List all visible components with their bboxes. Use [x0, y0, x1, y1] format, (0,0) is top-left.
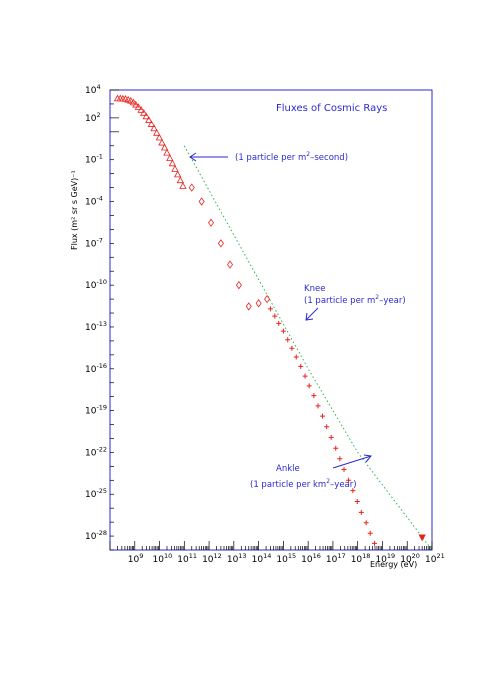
y-tick-label: 10-22	[85, 445, 107, 458]
data-point	[276, 320, 282, 326]
x-tick-label: 1017	[326, 552, 346, 565]
x-tick-label: 1018	[351, 552, 371, 565]
data-point	[311, 393, 317, 399]
data-point	[358, 509, 364, 515]
data-point	[155, 133, 163, 141]
data-point	[163, 148, 171, 156]
data-point	[354, 499, 360, 505]
x-tick-label: 1011	[177, 552, 197, 565]
data-point	[179, 182, 187, 189]
data-point	[333, 445, 339, 451]
data-point	[208, 218, 215, 227]
annotation-one-per-m2-second: (1 particle per m2–second)	[189, 151, 348, 163]
annotation-text: Knee	[304, 284, 325, 294]
x-tick-label: 109	[128, 552, 144, 565]
y-tick-label: 10-7	[85, 236, 103, 249]
y-tick-label: 10-19	[85, 404, 107, 417]
data-point	[272, 313, 278, 319]
y-tick-label: 10-25	[85, 487, 107, 500]
x-tick-label: 1012	[202, 552, 222, 565]
data-point	[315, 403, 321, 409]
y-tick-label: 10-10	[85, 278, 107, 291]
data-point	[235, 280, 242, 290]
data-point	[363, 520, 369, 526]
y-tick-label: 10-13	[85, 320, 107, 333]
data-point	[158, 138, 166, 146]
data-point	[166, 154, 174, 162]
x-axis-title: Energy (eV)	[370, 560, 417, 569]
x-tick-label: 1020	[400, 552, 420, 565]
data-point	[150, 124, 158, 132]
x-tick-label: 1019	[375, 552, 395, 565]
data-point	[147, 120, 156, 127]
x-tick-label: 1010	[153, 552, 173, 565]
data-point	[289, 345, 295, 351]
x-tick-label: 1014	[252, 552, 272, 565]
data-point	[160, 143, 169, 151]
data-point	[134, 103, 143, 110]
data-point	[285, 337, 291, 343]
data-point	[324, 424, 330, 430]
annotation-text: Ankle	[276, 464, 300, 474]
x-axis-ticks	[109, 541, 433, 550]
data-point	[293, 354, 299, 360]
data-point	[255, 299, 262, 308]
data-point	[302, 373, 308, 379]
annotation-text: (1 particle per m2–second)	[235, 151, 348, 163]
data-point	[227, 260, 234, 269]
data-point	[320, 413, 326, 419]
data-point	[346, 477, 352, 483]
y-tick-label: 10-16	[85, 362, 107, 375]
data-point	[267, 306, 273, 312]
data-point	[328, 434, 334, 440]
annotation-text: (1 particle per m2–year)	[304, 294, 406, 306]
data-point	[145, 116, 153, 123]
data-point	[132, 100, 140, 108]
annotation-text: (1 particle per km2–year)	[250, 478, 357, 490]
x-tick-label: 1021	[425, 552, 445, 565]
data-point	[176, 176, 184, 184]
data-point	[153, 128, 161, 136]
y-axis-ticks	[110, 89, 119, 551]
y-axis-tick-labels: 104 102 10-1 10-4 10-7 10-10 10-13 10-16 10-19 10…	[85, 83, 107, 542]
data-point	[350, 488, 356, 494]
y-tick-label: 10-28	[85, 529, 107, 542]
data-point	[142, 112, 150, 120]
y-axis-title: Flux (m² sr s GeV)⁻¹	[70, 170, 79, 250]
data-point	[188, 183, 195, 192]
data-point	[198, 197, 205, 206]
x-tick-label: 1015	[276, 552, 296, 565]
x-tick-label: 1016	[301, 552, 321, 565]
y-tick-label: 102	[85, 111, 101, 124]
data-point	[168, 159, 177, 167]
y-tick-label: 10-1	[85, 153, 103, 166]
x-tick-label: 1013	[227, 552, 247, 565]
y-tick-label: 10-4	[85, 195, 103, 208]
y-tick-label: 104	[85, 83, 101, 96]
data-point	[171, 165, 179, 172]
chart-title: Fluxes of Cosmic Rays	[276, 103, 387, 114]
data-point	[341, 466, 347, 472]
data-point	[264, 294, 271, 304]
x-axis-tick-labels: 109 1010 1011 1012 1013 1014 1015 1016 1017 1018 1…	[128, 552, 445, 565]
data-point	[372, 540, 378, 546]
data-point	[418, 534, 426, 542]
data-point	[127, 96, 135, 104]
data-point	[367, 530, 373, 536]
data-point	[280, 328, 286, 334]
annotation-ankle: Ankle (1 particle per km2–year)	[250, 454, 372, 490]
annotation-knee: Knee (1 particle per m2–year)	[304, 284, 406, 321]
data-point	[140, 109, 148, 116]
data-points	[113, 94, 426, 546]
data-point	[306, 383, 312, 389]
data-point	[298, 363, 304, 369]
data-point	[337, 456, 343, 462]
data-point	[174, 170, 182, 178]
data-point	[245, 302, 252, 311]
plot-frame	[109, 89, 433, 551]
data-point	[129, 98, 138, 106]
data-point	[137, 105, 145, 113]
data-point	[217, 239, 224, 248]
